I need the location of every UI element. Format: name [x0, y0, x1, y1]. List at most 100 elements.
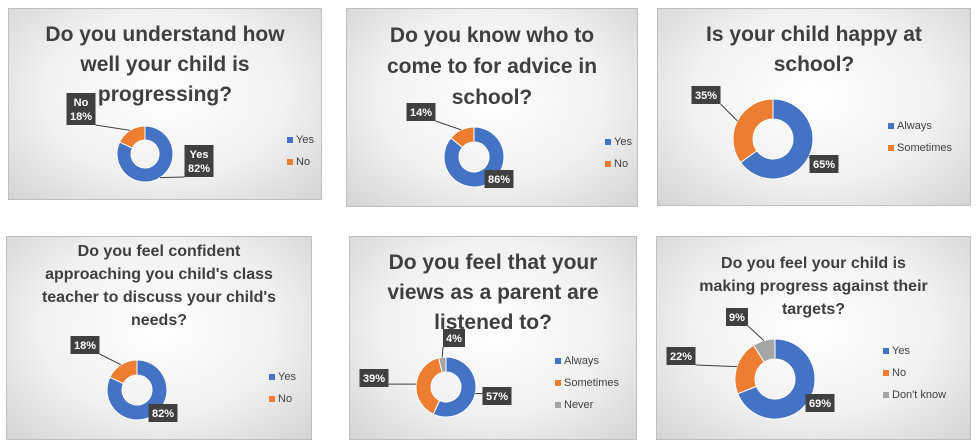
legend-swatch [605, 139, 611, 145]
legend-swatch [883, 370, 889, 376]
data-label: 14% [410, 107, 432, 119]
chart-title-line: listened to? [434, 311, 552, 334]
chart-title-line: progressing? [98, 83, 232, 106]
donut-slice-sometimes [415, 357, 443, 415]
donut-chart-5: Do you feel that your views as a parent a… [359, 251, 620, 418]
label-leader-line [720, 103, 738, 122]
data-label-box [726, 308, 748, 326]
chart-title-line: making progress against their [699, 278, 928, 295]
chart-title-line: Do you know who to [390, 24, 594, 47]
legend-swatch [555, 358, 561, 364]
legend-entry: Yes [278, 371, 296, 383]
data-label-box [809, 155, 839, 173]
label-leader-line [159, 176, 185, 179]
data-label: 4% [446, 333, 462, 345]
donut-slice-no [109, 359, 138, 385]
legend-entry: Yes [892, 345, 910, 357]
chart-title-line: approaching you child's class [45, 266, 273, 283]
data-label: 82% [152, 408, 174, 420]
chart-title-line: needs? [131, 312, 187, 329]
data-label-box [359, 369, 389, 387]
legend-swatch [883, 392, 889, 398]
legend-entry: Yes [296, 134, 314, 146]
chart-title-line: school? [774, 53, 855, 76]
data-label: 57% [486, 391, 508, 403]
legend-swatch [605, 161, 611, 167]
donut-slice-always [739, 98, 814, 180]
legend-swatch [287, 159, 293, 165]
data-label-box [184, 145, 214, 177]
label-leader-line [95, 124, 131, 131]
legend-entry: No [614, 158, 628, 170]
donut-chart-3: Is your child happy at school? 65% 35% Alway… [691, 23, 953, 180]
label-leader-line [441, 346, 444, 358]
data-label: 9% [729, 312, 745, 324]
legend-entry: Sometimes [564, 377, 620, 389]
donut-slice-yes [116, 125, 174, 183]
chart-title-line: Is your child happy at [706, 23, 922, 46]
data-label-box [66, 93, 96, 125]
data-label: Yes [190, 149, 209, 161]
legend-swatch [888, 123, 894, 129]
chart-title-line: Do you feel confident [78, 243, 241, 260]
data-label: 35% [695, 90, 717, 102]
chart-panel-3: Is your child happy at school? 65% 35% Alway… [657, 8, 971, 206]
legend-entry: Never [564, 399, 594, 411]
chart-panel-4: Do you feel confident approaching you chi… [6, 236, 312, 440]
donut-slice-yes [737, 338, 816, 420]
chart-title-line: Do you feel that your [389, 251, 598, 274]
data-label: 69% [809, 398, 831, 410]
legend-entry: Sometimes [897, 142, 953, 154]
chart-title-line: well your child is [79, 53, 249, 76]
chart-title-line: come to for advice in [387, 55, 597, 78]
legend-entry: No [892, 367, 906, 379]
data-label: 82% [188, 163, 210, 175]
data-label: 39% [363, 373, 385, 385]
chart-title-line: school? [452, 86, 533, 109]
chart-title-line: views as a parent are [387, 281, 598, 304]
legend-swatch [883, 348, 889, 354]
label-leader-line [747, 325, 765, 341]
legend-entry: No [296, 156, 310, 168]
data-label-box [805, 394, 835, 412]
donut-slice-no [118, 125, 146, 149]
donut-chart-1: Do you understand how well your child is p… [45, 23, 314, 183]
legend-swatch [269, 396, 275, 402]
legend-swatch [888, 145, 894, 151]
data-label: 65% [813, 159, 835, 171]
donut-chart-6: Do you feel your child is making progress… [666, 255, 946, 420]
donut-slice-never [437, 356, 447, 374]
data-label: 18% [74, 340, 96, 352]
chart-panel-1: Do you understand how well your child is p… [8, 8, 322, 200]
data-label-box [148, 404, 178, 422]
chart-panel-6: Do you feel your child is making progress… [656, 236, 971, 440]
donut-slice-always [432, 356, 477, 418]
legend-entry: Always [564, 355, 599, 367]
data-label-box [484, 170, 514, 188]
chart-title-line: teacher to discuss your child's [42, 289, 276, 306]
chart-title-line: targets? [782, 301, 845, 318]
data-label-box [666, 347, 696, 365]
legend-entry: Don't know [892, 389, 946, 401]
data-label: 22% [670, 351, 692, 363]
data-label-box [691, 86, 721, 104]
legend-swatch [287, 137, 293, 143]
label-leader-line [695, 364, 737, 368]
label-leader-line [99, 353, 122, 366]
legend-entry: No [278, 393, 292, 405]
legend-entry: Yes [614, 136, 632, 148]
legend-swatch [269, 374, 275, 380]
legend-swatch [555, 402, 561, 408]
label-leader-line [435, 120, 462, 131]
data-label-box [70, 336, 100, 354]
chart-title-line: Do you feel your child is [721, 255, 906, 272]
donut-chart-4: Do you feel confident approaching you chi… [42, 243, 296, 422]
donut-slice-no [450, 126, 475, 149]
data-label: 18% [70, 111, 92, 123]
data-label-box [482, 387, 512, 405]
chart-panel-2: Do you know who to come to for advice in s… [346, 8, 638, 207]
data-label: 86% [488, 174, 510, 186]
chart-title-line: Do you understand how [45, 23, 285, 46]
data-label-box [406, 103, 436, 121]
donut-slice-sometimes [732, 98, 774, 164]
